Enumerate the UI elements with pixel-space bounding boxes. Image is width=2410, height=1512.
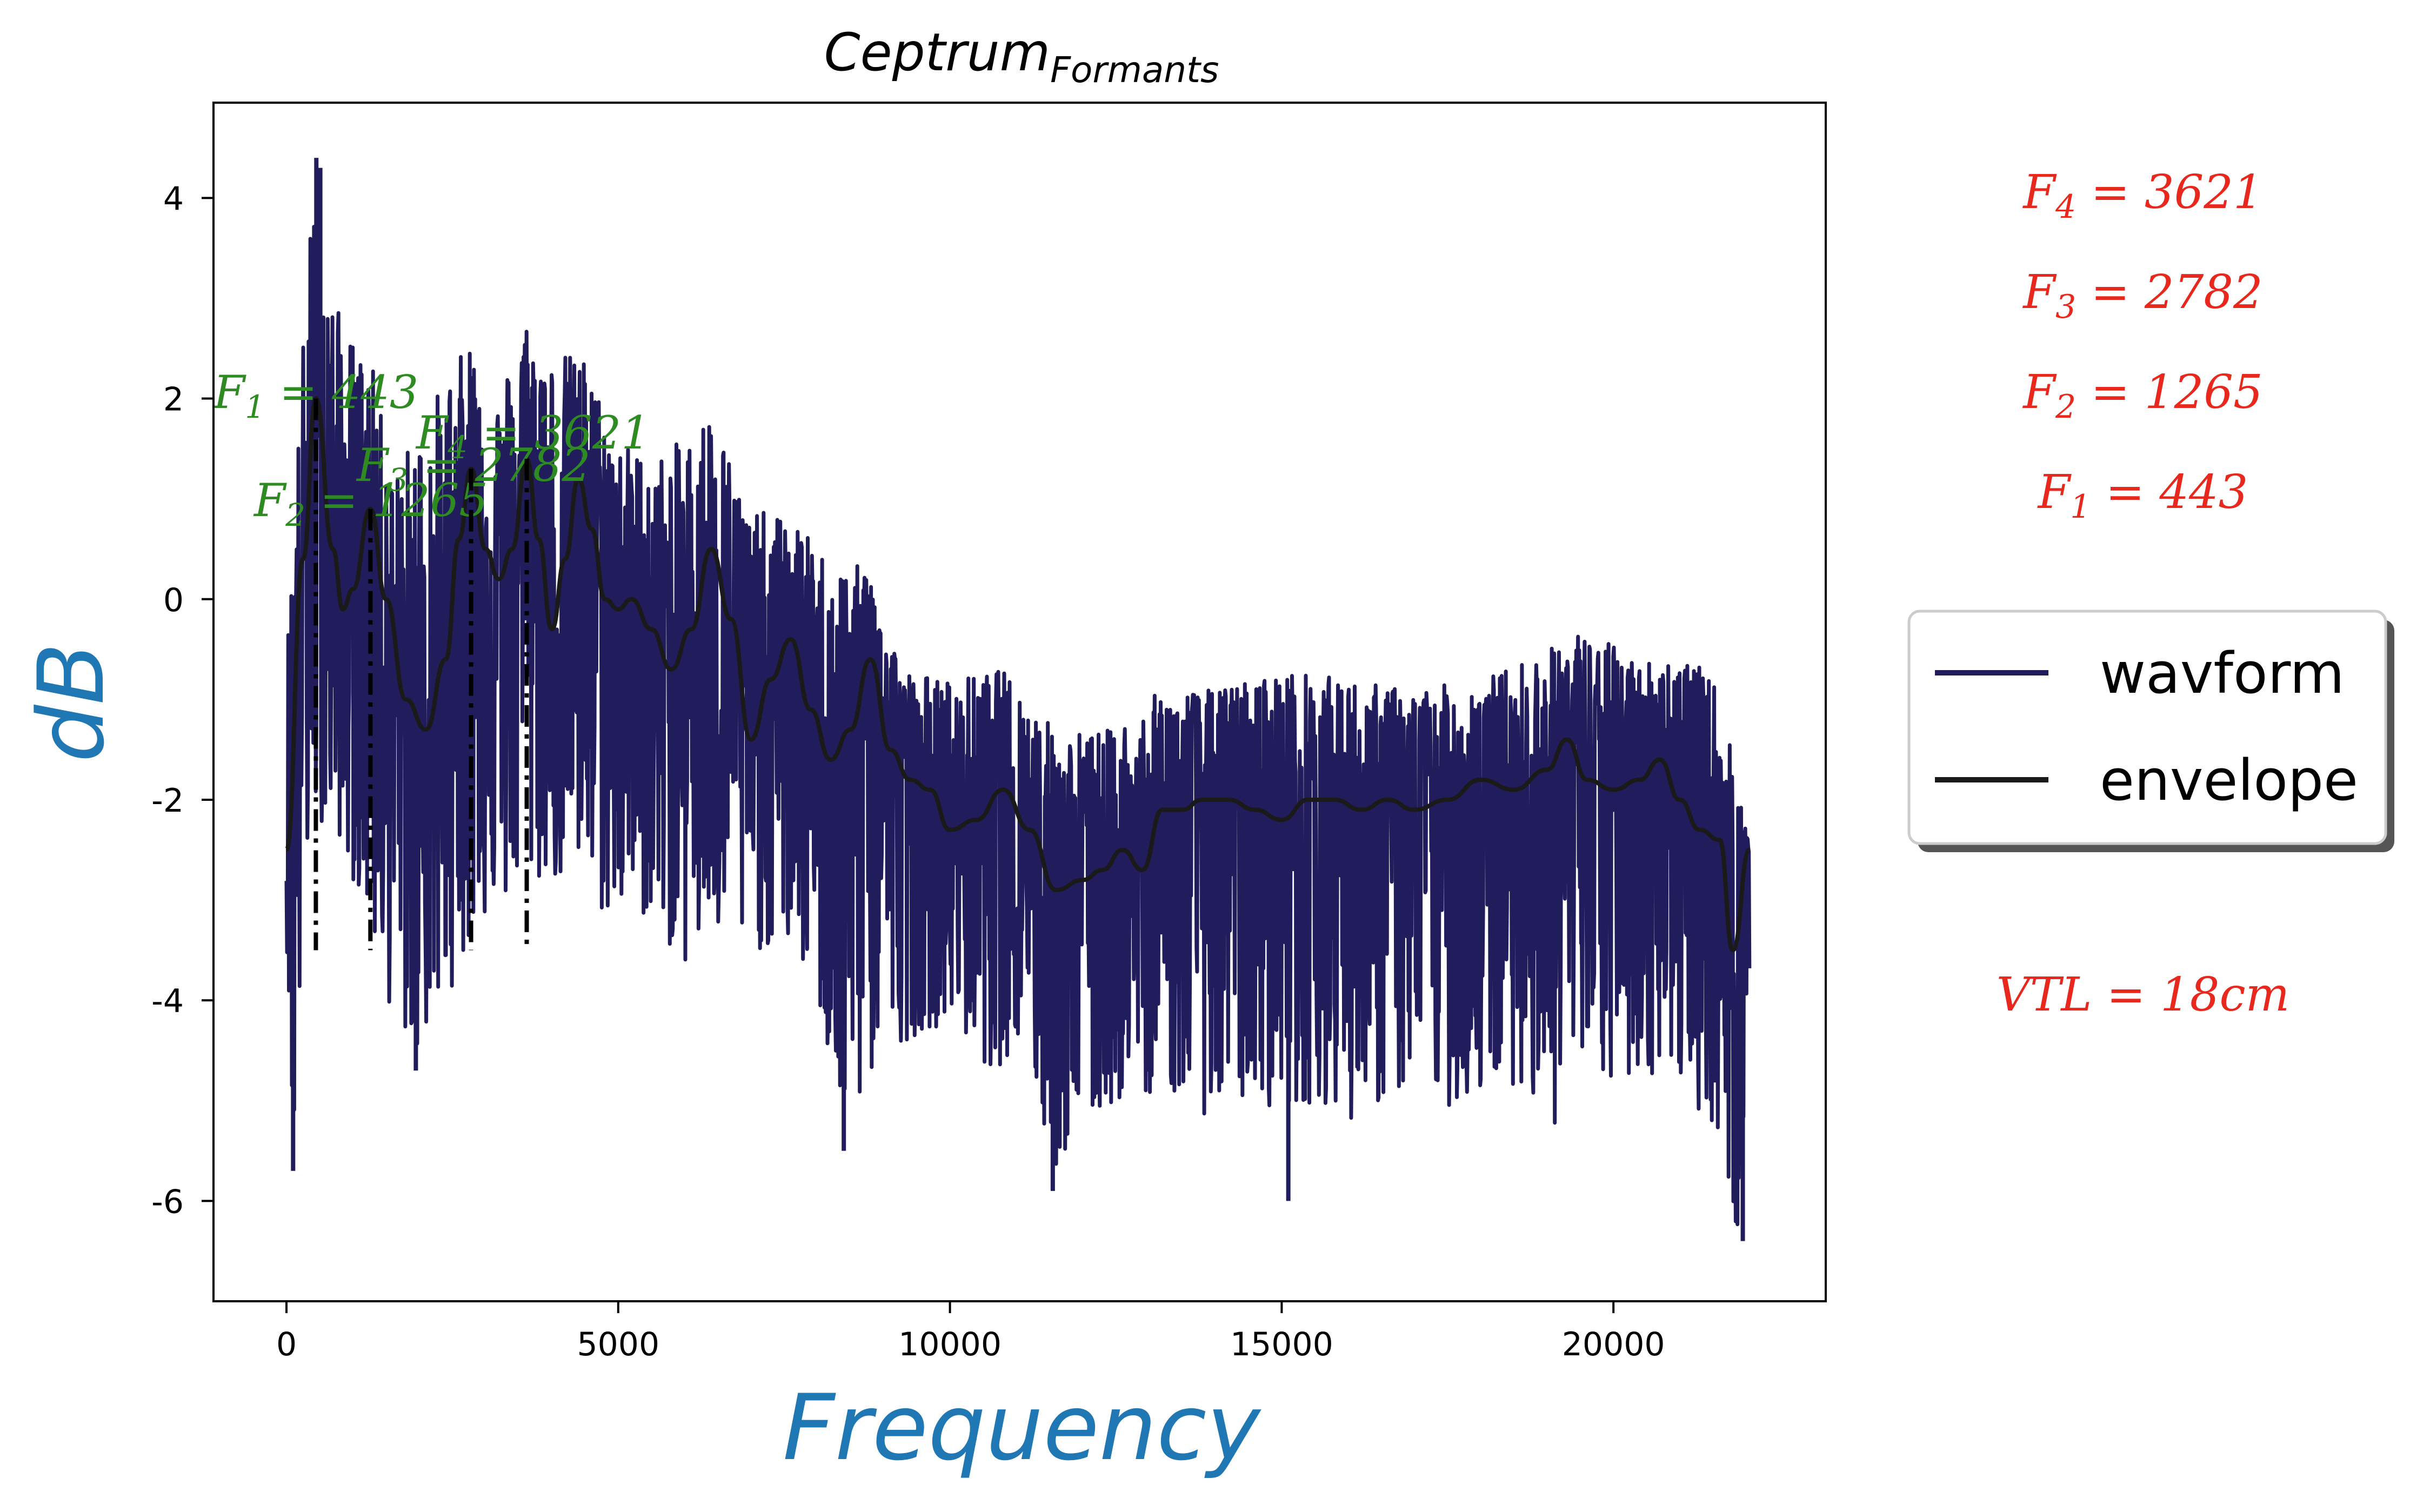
- y-axis-label: dB: [18, 643, 124, 762]
- x-tick-label: 0: [276, 1326, 297, 1363]
- formant-summary-item: F3 = 2782: [2022, 265, 2262, 326]
- plot-area: [284, 158, 1752, 1241]
- x-tick-label: 10000: [898, 1326, 1002, 1363]
- legend-label-envelope: envelope: [2100, 747, 2358, 813]
- axis-ticks: 0 5000 10000 15000 20000 4 2 0 -2 -4 -6: [151, 180, 1665, 1363]
- legend-label-wavform: wavform: [2100, 640, 2345, 706]
- series-envelope: [284, 396, 1752, 953]
- x-axis-label: Frequency: [783, 1375, 1261, 1481]
- x-tick-label: 20000: [1562, 1326, 1665, 1363]
- axes-frame: [212, 102, 1827, 1302]
- vtl-label: VTL = 18cm: [1997, 968, 2289, 1022]
- chart-title-sub: Formants: [1050, 49, 1219, 91]
- formant-summary-item: F1 = 443: [2037, 465, 2248, 526]
- series-wavform: [284, 174, 1752, 1227]
- y-tick-label: 2: [163, 381, 184, 419]
- formant-marker-label: F2 = 1265: [253, 474, 488, 533]
- y-tick-label: -6: [151, 1183, 184, 1221]
- formant-summary-item: F4 = 3621: [2022, 165, 2262, 226]
- formant-summary-item: F2 = 1265: [2022, 365, 2262, 426]
- y-tick-label: 0: [163, 581, 184, 619]
- x-tick-label: 5000: [577, 1326, 659, 1363]
- y-tick-label: -2: [151, 782, 184, 820]
- formant-marker-label: F4 = 3621: [415, 406, 650, 466]
- formant-marker-label: F3 = 2782: [356, 439, 591, 498]
- y-tick-label: -4: [151, 982, 184, 1020]
- chart-title-main: Ceptrum: [824, 22, 1051, 83]
- y-tick-label: 4: [163, 180, 184, 218]
- chart-title: CeptrumFormants: [824, 22, 1219, 91]
- legend: wavform envelope: [1907, 610, 2394, 852]
- legend-box: [1907, 610, 2387, 845]
- formant-summary: F4 = 3621 F3 = 2782 F2 = 1265 F1 = 443 VTL =…: [1997, 165, 2289, 1022]
- formant-marker-label: F1 = 443: [212, 366, 418, 425]
- x-tick-label: 15000: [1230, 1326, 1333, 1363]
